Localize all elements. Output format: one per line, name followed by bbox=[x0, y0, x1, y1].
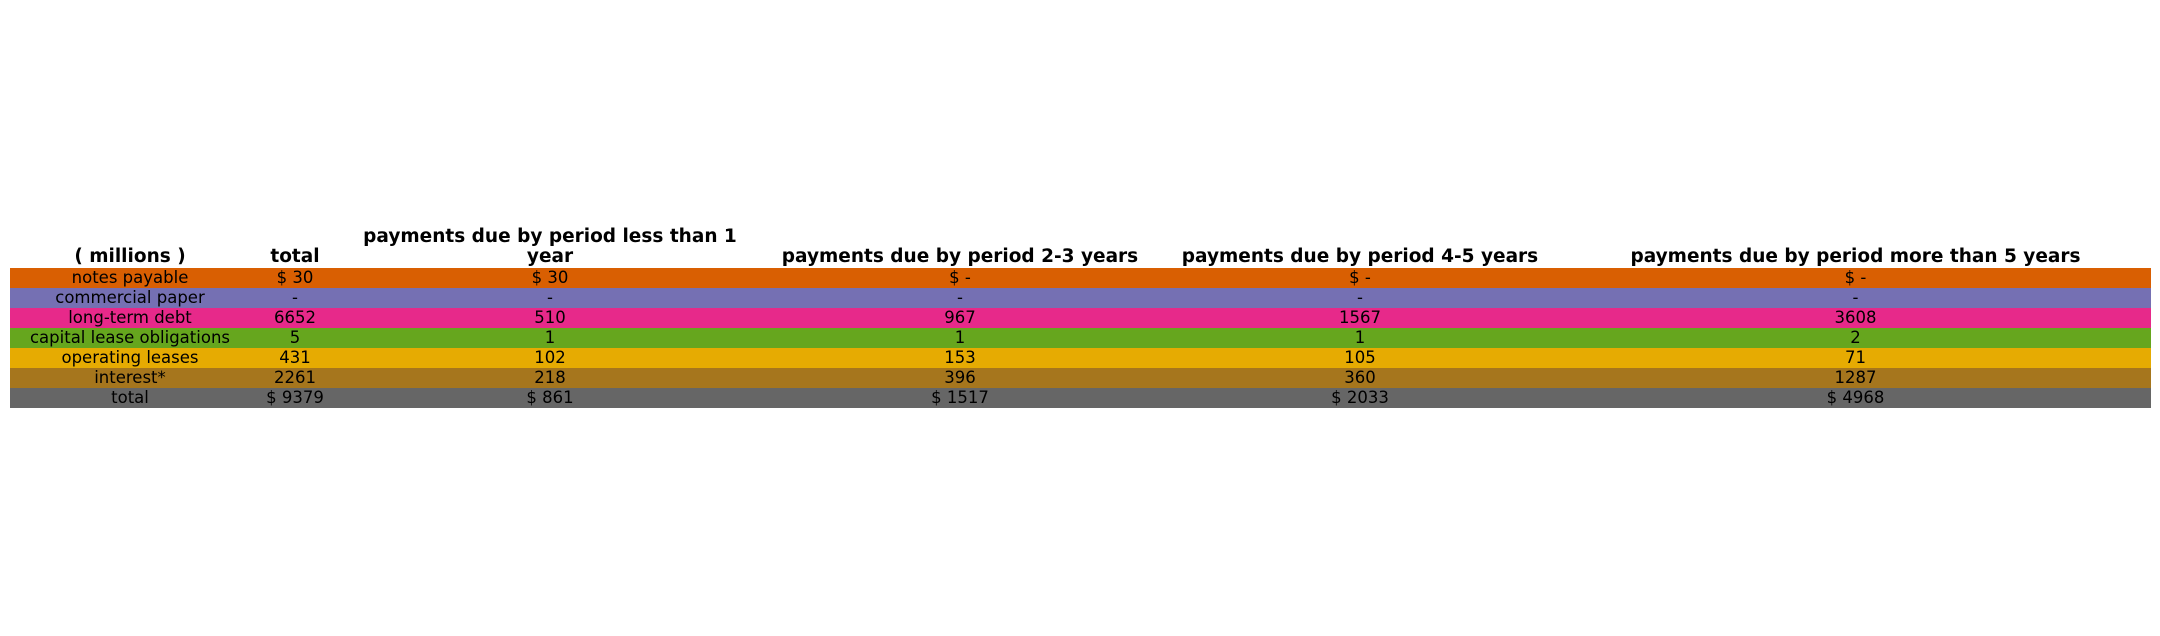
table-row: capital lease obligations 5 1 1 1 2 bbox=[10, 328, 2151, 348]
table-cell: - bbox=[1357, 288, 1363, 307]
table-cell: 1567 bbox=[1339, 308, 1381, 327]
table-cell: 5 bbox=[289, 328, 301, 347]
table-cell: 360 bbox=[1344, 368, 1376, 387]
contractual-obligations-table: ( millions ) total payments due by period … bbox=[10, 219, 2151, 409]
table-row: long-term debt 6652 510 967 1567 3608 bbox=[10, 308, 2151, 328]
row-label: capital lease obligations bbox=[29, 328, 230, 347]
table-row: total $ 9379 $ 861 $ 1517 $ 2033 $ 4968 bbox=[10, 388, 2151, 408]
column-header-1: total bbox=[270, 246, 320, 267]
table-row: operating leases 431 102 153 105 71 bbox=[10, 348, 2151, 368]
row-label: operating leases bbox=[61, 348, 199, 367]
column-header-0: ( millions ) bbox=[74, 246, 186, 267]
table-cell: 3608 bbox=[1834, 308, 1877, 327]
table-cell: $ 2033 bbox=[1331, 388, 1389, 407]
table-cell: $ 1517 bbox=[931, 388, 989, 407]
table-row: interest* 2261 218 396 360 1287 bbox=[10, 368, 2151, 388]
table-cell: $ - bbox=[1349, 268, 1371, 287]
table-cell: $ - bbox=[949, 268, 971, 287]
table-cell: 6652 bbox=[274, 308, 316, 327]
table-cell: 1287 bbox=[1834, 368, 1877, 387]
table-cell: $ 4968 bbox=[1826, 388, 1885, 407]
row-label: commercial paper bbox=[55, 288, 205, 307]
table-cell: 218 bbox=[534, 368, 566, 387]
table-cell: 510 bbox=[534, 308, 566, 327]
table-cell: - bbox=[1852, 288, 1859, 307]
column-header-5: payments due by period more than 5 years bbox=[1630, 246, 2081, 267]
table-cell: 396 bbox=[944, 368, 976, 387]
row-label: total bbox=[111, 388, 149, 407]
column-header-4: payments due by period 4-5 years bbox=[1181, 246, 1539, 267]
table-cell: - bbox=[292, 288, 298, 307]
table-cell: $ 861 bbox=[526, 388, 574, 407]
table-cell: 2 bbox=[1850, 328, 1861, 347]
table-cell: 431 bbox=[279, 348, 311, 367]
table-cell: 1 bbox=[544, 328, 556, 347]
table-cell: - bbox=[957, 288, 963, 307]
row-label: interest* bbox=[94, 368, 166, 387]
column-header-3: payments due by period 2-3 years bbox=[781, 246, 1139, 267]
table-cell: 967 bbox=[944, 308, 976, 327]
row-label: notes payable bbox=[71, 268, 189, 287]
row-label: long-term debt bbox=[68, 308, 192, 327]
table-cell: 2261 bbox=[274, 368, 316, 387]
table-cell: - bbox=[547, 288, 553, 307]
table-cell: 1 bbox=[1354, 328, 1366, 347]
table-cell: $ - bbox=[1844, 268, 1867, 287]
table-cell: 105 bbox=[1344, 348, 1376, 367]
table-cell: $ 9379 bbox=[266, 388, 324, 407]
table-cell: $ 30 bbox=[531, 268, 569, 287]
table-cell: 102 bbox=[534, 348, 566, 367]
table-cell: 71 bbox=[1845, 348, 1866, 367]
table-cell: 1 bbox=[954, 328, 966, 347]
column-header-2: payments due by period less than 1 year bbox=[363, 226, 737, 267]
table-row: commercial paper - - - - - bbox=[10, 288, 2151, 308]
table-row: notes payable $ 30 $ 30 $ - $ - $ - bbox=[10, 268, 2151, 288]
table-cell: 153 bbox=[944, 348, 976, 367]
table-cell: $ 30 bbox=[276, 268, 314, 287]
